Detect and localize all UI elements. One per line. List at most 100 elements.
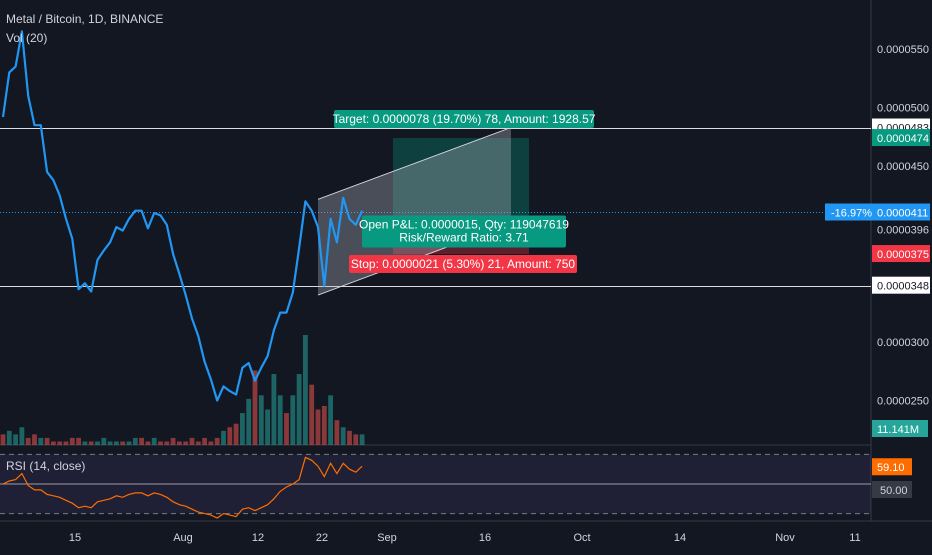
volume-bar bbox=[208, 441, 214, 445]
volume-bar bbox=[177, 441, 182, 445]
time-tick-label: 22 bbox=[316, 532, 328, 544]
price-tick-label: 0.0000450 bbox=[877, 161, 929, 173]
volume-bar bbox=[315, 409, 321, 445]
volume-bar bbox=[38, 437, 44, 445]
symbol-title[interactable]: Metal / Bitcoin, 1D, BINANCE bbox=[6, 12, 164, 26]
price-change-badge: -16.97% bbox=[831, 208, 872, 220]
channel-fill bbox=[318, 127, 511, 296]
volume-bar bbox=[277, 395, 283, 445]
volume-bar bbox=[321, 405, 327, 445]
volume-bar bbox=[25, 437, 31, 445]
open-pnl-label-bg bbox=[362, 215, 566, 248]
rsi-series bbox=[2, 456, 363, 519]
stop-label: Stop: 0.0000021 (5.30%) 21, Amount: 750 bbox=[351, 257, 575, 271]
volume-bar bbox=[290, 395, 296, 445]
volume-bar bbox=[265, 409, 270, 445]
volume-bar bbox=[32, 434, 37, 445]
time-tick-label: 16 bbox=[479, 532, 491, 544]
volume-bar bbox=[214, 437, 220, 445]
volume-bar bbox=[221, 430, 226, 445]
time-tick-label: Oct bbox=[573, 532, 590, 544]
current-price-tag-bg bbox=[872, 203, 930, 221]
volume-bar bbox=[13, 434, 18, 445]
volume-bar bbox=[183, 441, 189, 445]
volume-bar bbox=[195, 441, 201, 445]
horizontal-lines[interactable] bbox=[0, 128, 871, 287]
stop-label-bg bbox=[349, 255, 577, 274]
volume-bar bbox=[63, 441, 69, 445]
volume-bar bbox=[151, 437, 157, 445]
time-tick-label: 11 bbox=[849, 532, 860, 544]
volume-bar bbox=[233, 423, 239, 445]
target-label-bg bbox=[334, 110, 594, 129]
volume-bar bbox=[164, 441, 170, 445]
current-price-tag: 0.0000411 bbox=[877, 208, 928, 220]
volume-bar bbox=[51, 441, 56, 445]
volume-bar bbox=[101, 437, 107, 445]
volume-bar bbox=[296, 374, 302, 445]
price-series bbox=[1, 30, 364, 402]
time-tick-label: 15 bbox=[69, 532, 81, 544]
volume-bar bbox=[359, 434, 365, 445]
volume-value-tag-bg bbox=[872, 420, 928, 437]
target-label: Target: 0.0000078 (19.70%) 78, Amount: 1… bbox=[333, 112, 596, 126]
price-tick-label: 0.0000250 bbox=[877, 396, 929, 408]
target-zone bbox=[393, 138, 529, 230]
volume-bar bbox=[303, 335, 308, 445]
time-tick-label: Aug bbox=[173, 532, 193, 544]
channel-upper-line bbox=[317, 127, 512, 200]
volume-bar bbox=[69, 437, 75, 445]
volume-bar bbox=[126, 441, 132, 445]
hline-price-tag: 0.0000348 bbox=[877, 281, 929, 293]
price-tick-label: 0.0000550 bbox=[877, 44, 929, 56]
time-tick-label: Nov bbox=[775, 532, 795, 544]
volume-legend[interactable]: Vol (20) bbox=[6, 31, 48, 45]
volume-bar bbox=[189, 437, 195, 445]
volume-bar bbox=[328, 395, 333, 445]
volume-bar bbox=[340, 427, 346, 445]
hline-price-tag-bg bbox=[872, 276, 930, 294]
grid bbox=[0, 0, 932, 522]
open-pnl-label-line-1: Open P&L: 0.0000015, Qty: 119047619 bbox=[359, 217, 569, 231]
volume-bar bbox=[44, 437, 50, 445]
rsi-value-tag: 59.10 bbox=[877, 462, 905, 474]
volume-bar bbox=[19, 427, 25, 445]
volume-bar bbox=[347, 430, 352, 445]
volume-bar bbox=[107, 441, 113, 445]
volume-bar bbox=[158, 441, 163, 445]
volume-bar bbox=[271, 374, 277, 445]
rsi-background bbox=[0, 453, 871, 515]
rsi-level-tag-bg bbox=[872, 481, 912, 498]
rsi-level-tag: 50.00 bbox=[880, 485, 908, 497]
position-labels: Target: 0.0000078 (19.70%) 78, Amount: 1… bbox=[333, 110, 596, 274]
volume-bar bbox=[240, 413, 245, 445]
time-axis[interactable]: 15 Aug 12 22 Sep 16 Oct 14 Nov 11 bbox=[69, 532, 861, 544]
volume-bar bbox=[309, 384, 315, 445]
volume-bar bbox=[114, 441, 119, 445]
rsi-line bbox=[2, 456, 363, 519]
stop-price-tag: 0.0000375 bbox=[877, 249, 929, 261]
time-tick-label: Sep bbox=[377, 532, 397, 544]
volume-bar bbox=[139, 437, 144, 445]
volume-bar bbox=[284, 413, 289, 445]
price-axis[interactable]: 0.0000550 0.0000500 0.0000450 0.0000396 0.00… bbox=[825, 44, 930, 498]
rsi-legend[interactable]: RSI (14, close) bbox=[6, 459, 86, 473]
volume-bar bbox=[170, 437, 176, 445]
volume-bar bbox=[132, 437, 138, 445]
volume-bar bbox=[0, 434, 6, 445]
volume-bar bbox=[57, 441, 63, 445]
price-tick-label: 0.0000500 bbox=[877, 103, 929, 115]
volume-bar bbox=[88, 441, 94, 445]
price-change-badge-bg bbox=[825, 203, 873, 221]
volume-value-tag: 11.141M bbox=[877, 424, 919, 436]
volume-bar bbox=[246, 398, 252, 445]
volume-bars bbox=[0, 335, 365, 445]
volume-bar bbox=[258, 395, 264, 445]
volume-bar bbox=[76, 437, 81, 445]
volume-bar bbox=[95, 441, 100, 445]
price-tick-label: 0.0000300 bbox=[877, 337, 929, 349]
position-tool[interactable] bbox=[393, 138, 529, 255]
volume-bar bbox=[202, 437, 207, 445]
